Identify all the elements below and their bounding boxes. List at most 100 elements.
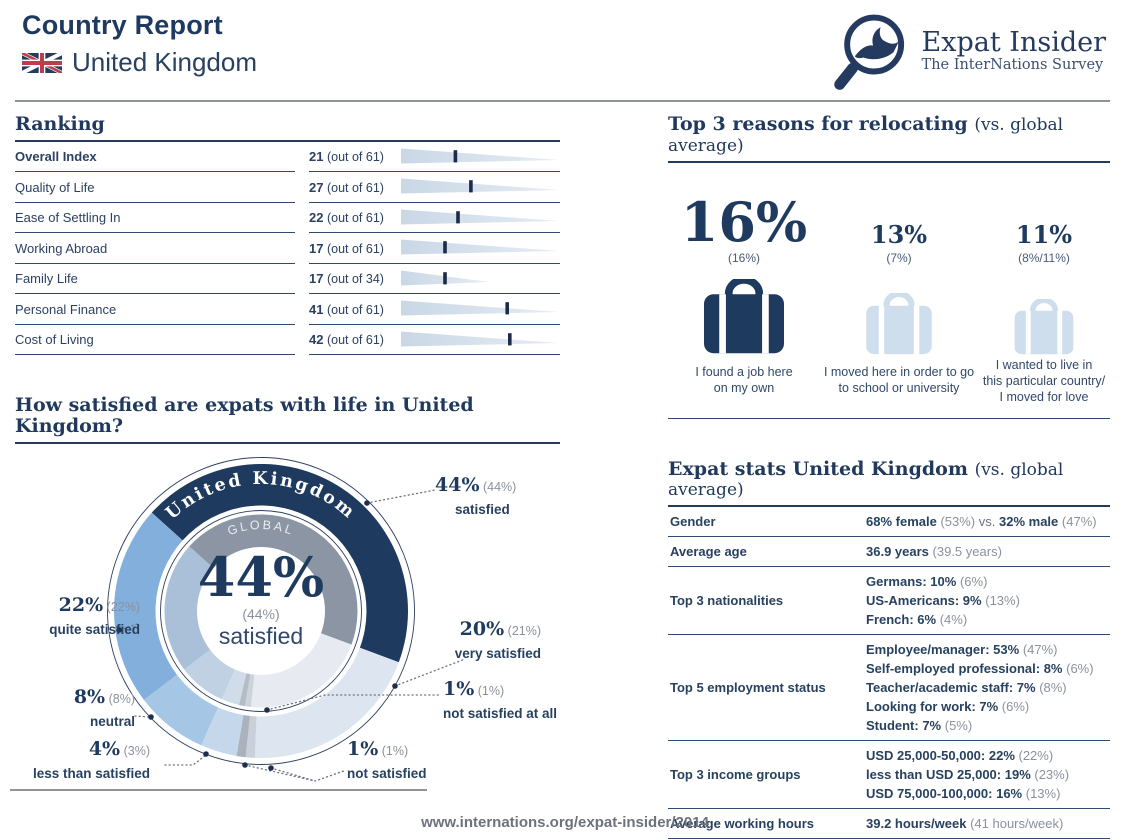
ranking-gauge — [401, 300, 559, 316]
ranking-row-value: 42 (out of 61) — [309, 332, 384, 348]
reasons-heading: Top 3 reasons for relocating (vs. global… — [668, 114, 1110, 163]
reason-value: 16% — [680, 190, 808, 255]
stats-row-value: Employee/manager: 53% (47%) Self-employe… — [866, 642, 1094, 734]
ranking-row-value: 17 (out of 61) — [309, 240, 384, 256]
ranking-gauge — [401, 331, 559, 347]
donut-uk-ring — [114, 464, 408, 759]
stats-row-label: Top 5 employment status — [670, 680, 826, 696]
logo-title: Expat Insider — [921, 26, 1106, 58]
ranking-row-label: Quality of Life — [15, 172, 295, 203]
ranking-heading: Ranking — [15, 114, 560, 142]
reason-caption: I moved here in order to go to school or… — [823, 364, 975, 396]
uk-flag-icon — [22, 50, 62, 75]
ranking-row-label: Ease of Settling In — [15, 203, 295, 234]
stats-row-label: Average age — [670, 544, 747, 560]
donut-inner-ring-label: GLOBAL — [226, 518, 294, 538]
callout-neutral: 8% (8%) neutral — [73, 686, 135, 729]
ranking-row: Quality of Life 27 (out of 61) — [15, 172, 560, 203]
header: Country Report United Kingdom — [0, 0, 1130, 92]
donut-center-global: (44%) — [242, 606, 280, 623]
stats-row-label: Top 3 nationalities — [670, 593, 784, 609]
suitcase-icon — [860, 279, 938, 359]
stats-row-value: 36.9 years (39.5 years) — [866, 544, 1002, 560]
stats-row: Top 5 employment status Employee/manager… — [668, 635, 1110, 742]
expat-stats-table: Gender 68% female (53%) vs. 32% male (47… — [668, 507, 1110, 840]
ranking-row: Personal Finance 41 (out of 61) — [15, 294, 560, 325]
reason-caption: I wanted to live in this particular coun… — [982, 357, 1106, 405]
ranking-row-value: 21 (out of 61) — [309, 149, 384, 165]
country-name: United Kingdom — [72, 47, 257, 77]
footer-url: www.internations.org/expat-insider/2014 — [421, 814, 709, 831]
stats-row: Gender 68% female (53%) vs. 32% male (47… — [668, 507, 1110, 538]
reason-global-value: (7%) — [886, 250, 912, 265]
ranking-row-value: 41 (out of 61) — [309, 301, 384, 317]
ranking-gauge — [401, 178, 559, 194]
ranking-gauge — [401, 239, 559, 255]
ranking-gauge — [401, 270, 490, 286]
stats-row-value: USD 25,000-50,000: 22% (22%) less than U… — [866, 748, 1070, 802]
relocation-reasons: 16% (16%) I found a job here on my own 1… — [668, 169, 1110, 419]
stats-row-value: 39.2 hours/week (41 hours/week) — [866, 816, 1064, 832]
reason-value: 13% — [870, 219, 928, 249]
header-titles: Country Report United Kingdom — [22, 10, 257, 78]
donut-center-label: 44% (44%) satisfied — [171, 550, 351, 650]
callout-less-than-satisfied: 4% (3%) less than satisfied — [32, 738, 150, 781]
donut-inner-hairline — [160, 510, 362, 713]
ranking-row-label: Working Abroad — [15, 233, 295, 264]
ranking-row-label: Overall Index — [15, 142, 295, 173]
donut-center-value: 44% — [197, 545, 325, 610]
suitcase-icon — [696, 278, 792, 359]
ranking-gauge — [401, 209, 559, 225]
callout-not-satisfied: 1% (1%) not satisfied — [347, 738, 427, 781]
stats-row: Top 3 nationalities Germans: 10% (6%) US… — [668, 567, 1110, 636]
reason-item: 11% (8%/11%) I wanted to live in this pa… — [978, 169, 1110, 406]
donut-center-text: satisfied — [218, 623, 304, 650]
satisfaction-heading: How satisfied are expats with life in Un… — [15, 395, 560, 445]
ranking-row: Ease of Settling In 22 (out of 61) — [15, 203, 560, 234]
callout-leader-lines — [119, 489, 466, 782]
ranking-row: Overall Index 21 (out of 61) — [15, 142, 560, 173]
ranking-row-value: 22 (out of 61) — [309, 210, 384, 226]
svg-text:GLOBAL: GLOBAL — [226, 518, 297, 538]
expat-insider-logo: Expat Insider The InterNations Survey — [828, 10, 1106, 92]
reason-caption: I found a job here on my own — [695, 364, 793, 396]
ranking-row: Family Life 17 (out of 34) — [15, 264, 560, 295]
callout-quite-satisfied: 22% (22%) quite satisfied — [49, 594, 140, 637]
reason-value: 11% — [1015, 219, 1073, 249]
ranking-row-label: Cost of Living — [15, 325, 295, 356]
ranking-row-value: 27 (out of 61) — [309, 179, 384, 195]
logo-subtitle: The InterNations Survey — [921, 57, 1104, 74]
ranking-row-label: Family Life — [15, 264, 295, 295]
ranking-gauge — [401, 148, 559, 164]
callout-anchor-dots — [116, 500, 398, 771]
stats-row: Top 3 income groups USD 25,000-50,000: 2… — [668, 741, 1110, 810]
stats-row-label: Average working hours — [670, 816, 814, 832]
callout-satisfied: 44% (44%) satisfied — [435, 474, 517, 517]
page-title: Country Report — [22, 10, 223, 40]
reason-global-value: (16%) — [727, 250, 760, 265]
section-divider — [10, 789, 427, 792]
callout-very-satisfied: 20% (21%) very satisfied — [454, 618, 541, 661]
satisfaction-donut-chart: United Kingdom GLOBAL — [10, 448, 560, 793]
stats-row: Average age 36.9 years (39.5 years) — [668, 537, 1110, 568]
ranking-row: Working Abroad 17 (out of 61) — [15, 233, 560, 264]
magnifier-bird-icon — [833, 14, 904, 90]
ranking-row-label: Personal Finance — [15, 294, 295, 325]
ranking-row-value: 17 (out of 34) — [309, 271, 384, 287]
stats-row: Average working hours 39.2 hours/week (4… — [668, 809, 1110, 840]
reason-item: 13% (7%) I moved here in order to go to … — [820, 169, 978, 406]
header-divider — [15, 100, 1110, 102]
ranking-table: Overall Index 21 (out of 61) Quality of L… — [15, 142, 560, 356]
stats-row-value: 68% female (53%) vs. 32% male (47%) — [866, 514, 1097, 530]
reason-global-value: (8%/11%) — [1018, 250, 1070, 265]
stats-heading: Expat stats United Kingdom (vs. global a… — [668, 458, 1110, 508]
stats-row-label: Top 3 income groups — [670, 767, 801, 783]
donut-global-ring — [164, 514, 358, 708]
reason-item: 16% (16%) I found a job here on my own — [668, 169, 820, 406]
callout-not-satisfied-at-all: 1% (1%) not satisfied at all — [443, 678, 558, 721]
ranking-row: Cost of Living 42 (out of 61) — [15, 325, 560, 356]
stats-row-label: Gender — [670, 514, 716, 530]
suitcase-icon — [1009, 279, 1079, 359]
donut-outer-hairline — [107, 457, 415, 766]
